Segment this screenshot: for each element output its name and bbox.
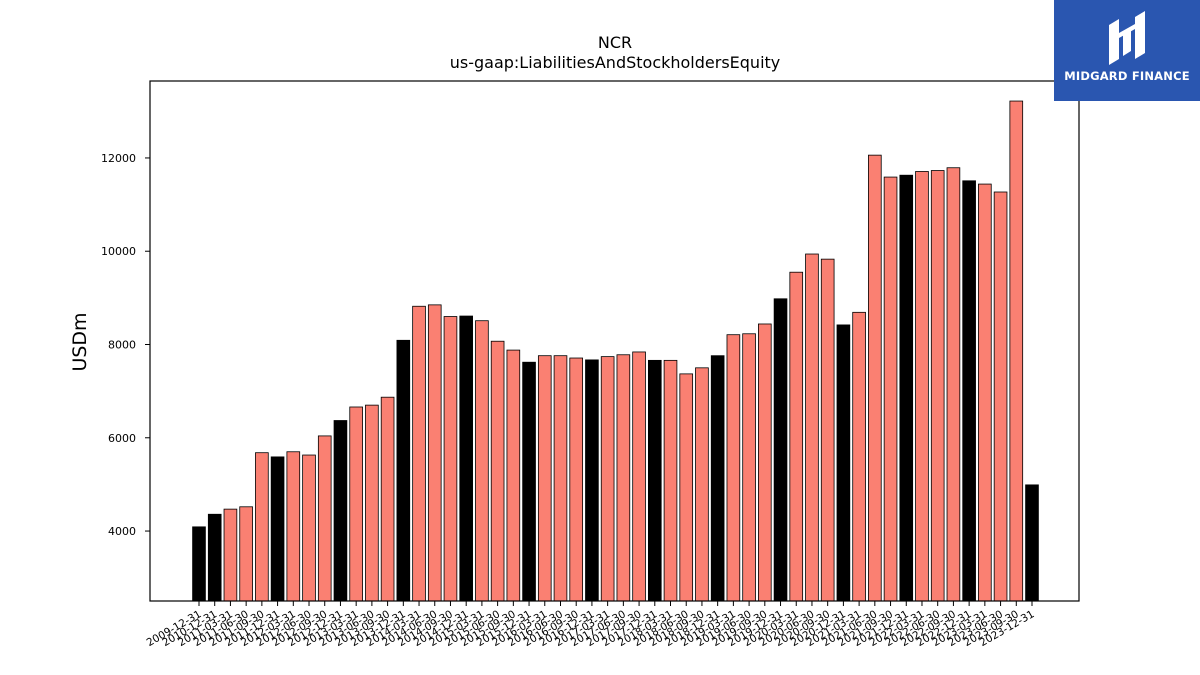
- bar-2014-03-31: [412, 305, 426, 602]
- y-tick-label: 6000: [108, 432, 136, 445]
- bar-2013-12-31: [396, 339, 411, 602]
- bar-2020-06-30: [805, 253, 819, 602]
- bar-2017-12-31: [647, 359, 662, 602]
- bar-2022-06-30: [930, 170, 945, 602]
- bar-series: [192, 100, 1039, 602]
- bar-2020-03-31: [789, 271, 804, 602]
- bar-2013-09-30: [380, 396, 395, 602]
- bar-2021-06-30: [868, 154, 882, 602]
- bar-2018-03-31: [663, 359, 678, 602]
- bar-2019-12-31: [773, 298, 788, 602]
- bar-2018-09-30: [695, 367, 709, 602]
- y-axis-ticks: 4000 6000 8000 10000 12000: [101, 152, 150, 538]
- bar-2022-09-30: [946, 167, 961, 602]
- bar-2014-06-30: [427, 304, 442, 602]
- x-axis-ticks: 2009-12-312010-12-312011-03-312011-06-30…: [145, 601, 1037, 649]
- y-tick-label: 8000: [108, 338, 136, 351]
- bar-2012-06-30: [302, 454, 316, 602]
- bar-2020-09-30: [820, 258, 835, 602]
- y-tick-label: 10000: [101, 245, 136, 258]
- bar-2015-06-30: [490, 340, 505, 602]
- bar-2021-12-31: [899, 174, 914, 602]
- bar-2009-12-31: [192, 526, 206, 602]
- bar-2018-06-30: [679, 373, 694, 602]
- bar-2016-12-31: [585, 359, 599, 602]
- bar-2016-09-30: [569, 357, 584, 602]
- bar-2012-12-31: [333, 420, 348, 602]
- bar-2023-03-31: [978, 183, 992, 602]
- plot-frame: [149, 80, 1080, 602]
- bar-2011-06-30: [239, 506, 253, 602]
- bar-2014-09-30: [443, 316, 458, 602]
- bar-2019-03-31: [726, 334, 741, 602]
- bar-2019-09-30: [758, 323, 772, 602]
- bar-2023-12-31: [1025, 484, 1039, 602]
- bar-2021-09-30: [883, 176, 898, 602]
- bar-2016-06-30: [553, 355, 568, 602]
- bar-2016-03-31: [537, 355, 552, 602]
- bar-2012-03-31: [286, 451, 301, 602]
- bar-2020-12-31: [836, 324, 851, 602]
- bar-2015-12-31: [522, 361, 536, 602]
- bar-2010-12-31: [207, 513, 222, 602]
- bar-2013-06-30: [365, 404, 379, 602]
- bar-2014-12-31: [459, 315, 473, 602]
- bar-2017-09-30: [632, 351, 646, 602]
- bar-2015-03-31: [475, 320, 489, 602]
- bar-2022-12-31: [962, 180, 976, 602]
- bar-2011-03-31: [223, 508, 238, 602]
- bar-2021-03-31: [852, 311, 866, 602]
- midgard-finance-logo: MIDGARD FINANCE: [1054, 0, 1200, 101]
- bar-2017-03-31: [600, 356, 615, 602]
- chart-subtitle: us-gaap:LiabilitiesAndStockholdersEquity: [450, 53, 781, 72]
- bar-2015-09-30: [506, 349, 521, 602]
- chart-title: NCR: [598, 33, 632, 52]
- bar-2019-06-30: [742, 333, 756, 602]
- bar-2013-03-31: [349, 406, 363, 602]
- bar-2011-09-30: [255, 452, 269, 602]
- y-axis-label: USDm: [69, 312, 91, 371]
- bar-2022-03-31: [915, 171, 929, 602]
- bar-2023-06-30: [993, 191, 1008, 602]
- bar-2011-12-31: [270, 456, 285, 602]
- y-tick-label: 12000: [101, 152, 136, 165]
- y-tick-label: 4000: [108, 525, 136, 538]
- logo-mark-icon: [1109, 11, 1145, 65]
- bar-2017-06-30: [616, 354, 631, 602]
- bar-2012-09-30: [317, 435, 332, 602]
- bar-2023-09-30: [1009, 100, 1024, 602]
- bar-2018-12-31: [710, 355, 725, 602]
- logo-text: MIDGARD FINANCE: [1064, 69, 1190, 83]
